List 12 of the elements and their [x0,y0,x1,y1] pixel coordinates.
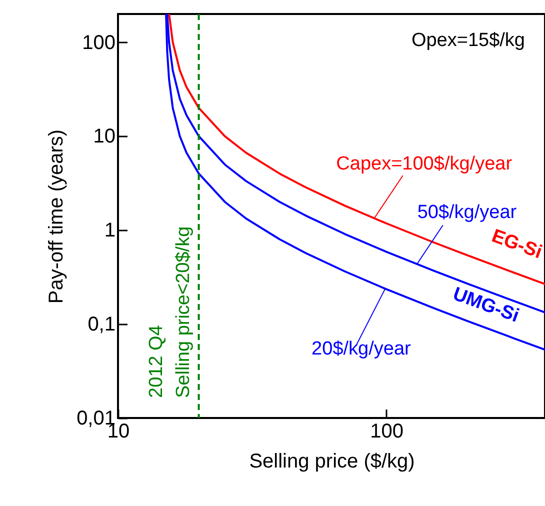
ref-line-label: 2012 Q4 Selling price<20$/kg [146,226,194,398]
y-tick-label: 10 [93,126,116,148]
y-tick-label: 100 [82,32,116,54]
text: EG-Si [488,226,545,264]
annotation: 50$/kg/year [417,202,518,224]
y-axis-title: Pay-off time (years) [46,129,68,304]
annotation: 20$/kg/year [312,338,412,360]
y-tick-label: 1 [104,220,116,242]
annotation: Opex=15$/kg [411,30,525,51]
annotation: Capex=100$/kg/year [336,154,513,175]
x-axis-title: Selling price ($/kg) [249,450,415,472]
y-tick-label: 0,1 [88,314,116,336]
